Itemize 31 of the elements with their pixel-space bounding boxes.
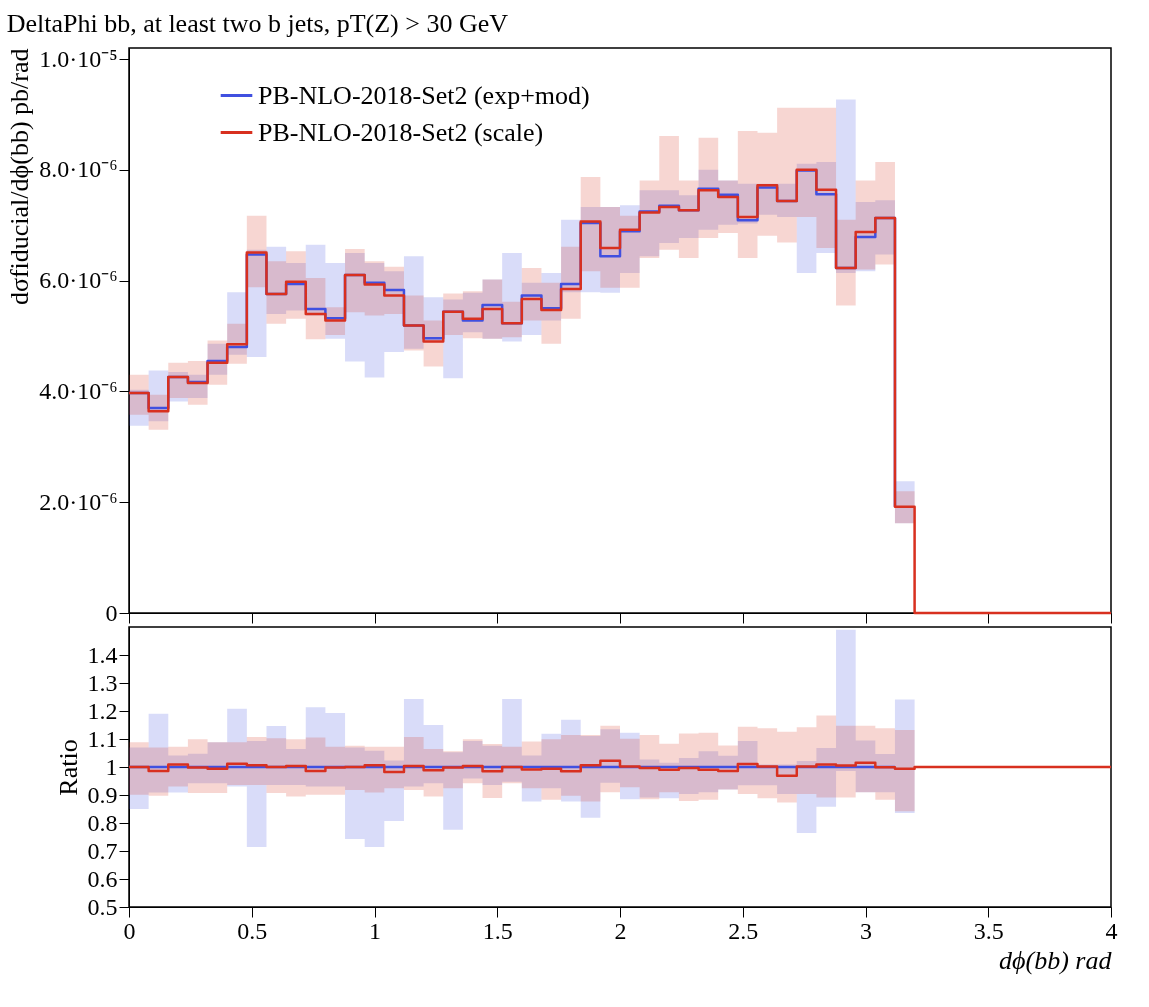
legend-label: PB-NLO-2018-Set2 (scale)	[258, 117, 544, 147]
x-tick-label: 2	[614, 917, 627, 944]
y-tick-label: 8.0·10⁻⁶	[39, 156, 118, 183]
legend-label: PB-NLO-2018-Set2 (exp+mod)	[258, 80, 590, 110]
y-tick-label: 0.9	[87, 781, 118, 808]
y-tick-label: 1.3	[87, 669, 118, 696]
x-tick-label: 0	[123, 917, 136, 944]
y-tick-label: 1	[105, 753, 118, 780]
x-tick-label: 3	[860, 917, 872, 944]
y-axis-title: Ratio	[53, 739, 83, 796]
y-tick-label: 6.0·10⁻⁶	[39, 267, 118, 294]
x-tick-label: 1	[369, 917, 381, 944]
y-tick-label: 0.6	[87, 865, 118, 892]
y-axis-title: dσfiducial/dϕ(bb) pb/rad	[5, 48, 35, 306]
y-tick-label: 0	[105, 599, 118, 626]
y-tick-label: 1.2	[87, 697, 118, 724]
y-tick-label: 4.0·10⁻⁶	[39, 377, 118, 404]
y-tick-label: 0.8	[87, 809, 118, 836]
x-axis-title: dϕ(bb) rad	[999, 945, 1113, 975]
x-tick-label: 4	[1105, 917, 1118, 944]
x-tick-label: 0.5	[237, 917, 268, 944]
y-tick-label: 0.5	[87, 893, 118, 920]
x-tick-label: 2.5	[728, 917, 759, 944]
y-tick-label: 1.4	[87, 641, 118, 668]
y-tick-label: 1.0·10⁻⁵	[39, 45, 118, 72]
chart-title: DeltaPhi bb, at least two b jets, pT(Z) > 30 GeV	[6, 9, 509, 39]
x-tick-label: 1.5	[482, 917, 513, 944]
y-tick-label: 1.1	[87, 725, 118, 752]
x-tick-label: 3.5	[973, 917, 1004, 944]
y-tick-label: 0.7	[87, 837, 118, 864]
y-tick-label: 2.0·10⁻⁶	[39, 488, 118, 515]
